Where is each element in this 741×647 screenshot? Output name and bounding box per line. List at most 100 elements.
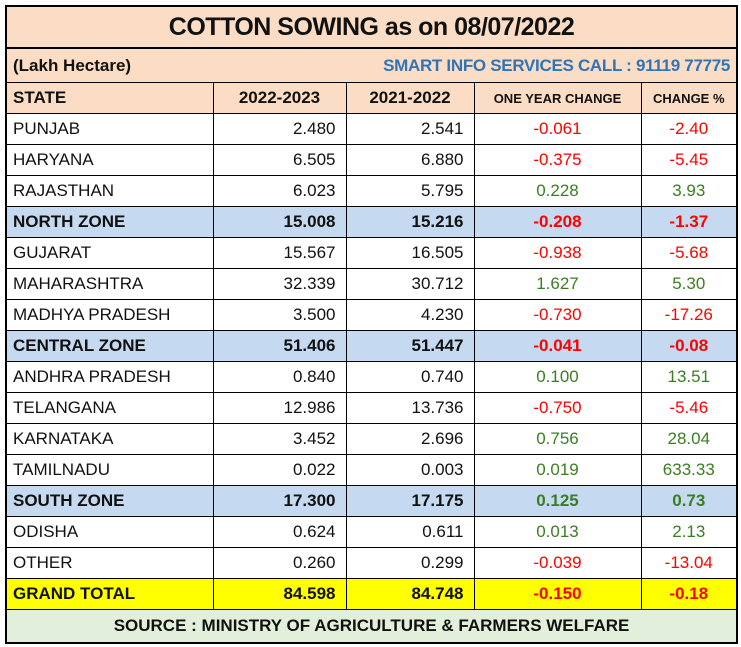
- change-pct-cell: -1.37: [640, 206, 738, 238]
- value-2021-cell: 0.740: [345, 361, 475, 393]
- state-cell: GRAND TOTAL: [5, 578, 214, 610]
- value-2021-cell: 2.541: [345, 113, 475, 145]
- total-row: GRAND TOTAL 84.598 84.748 -0.150 -0.18: [5, 578, 738, 610]
- change-pct-cell: 633.33: [640, 454, 738, 486]
- value-2022-cell: 3.452: [212, 423, 347, 455]
- change-pct-cell: 5.30: [640, 268, 738, 300]
- change-pct-cell: 2.13: [640, 516, 738, 548]
- source-note: SOURCE : MINISTRY OF AGRICULTURE & FARME…: [5, 609, 738, 644]
- change-pct-cell: -5.68: [640, 237, 738, 269]
- state-cell: HARYANA: [5, 144, 214, 176]
- unit-label: (Lakh Hectare): [5, 47, 346, 83]
- table-row: GUJARAT 15.567 16.505 -0.938 -5.68: [5, 237, 738, 269]
- change-cell: -0.375: [473, 144, 642, 176]
- value-2022-cell: 0.022: [212, 454, 347, 486]
- header-change-pct: CHANGE %: [640, 82, 738, 114]
- change-cell: -0.938: [473, 237, 642, 269]
- change-cell: -0.750: [473, 392, 642, 424]
- value-2021-cell: 13.736: [345, 392, 475, 424]
- state-cell: KARNATAKA: [5, 423, 214, 455]
- value-2021-cell: 84.748: [345, 578, 475, 610]
- change-cell: -0.041: [473, 330, 642, 362]
- change-pct-cell: 0.73: [640, 485, 738, 517]
- change-pct-cell: -2.40: [640, 113, 738, 145]
- value-2022-cell: 12.986: [212, 392, 347, 424]
- value-2021-cell: 6.880: [345, 144, 475, 176]
- change-cell: 0.100: [473, 361, 642, 393]
- change-pct-cell: -13.04: [640, 547, 738, 579]
- change-pct-cell: -0.08: [640, 330, 738, 362]
- change-cell: 0.756: [473, 423, 642, 455]
- state-cell: GUJARAT: [5, 237, 214, 269]
- table-row: MADHYA PRADESH 3.500 4.230 -0.730 -17.26: [5, 299, 738, 331]
- header-2021-2022: 2021-2022: [345, 82, 475, 114]
- table-row: MAHARASHTRA 32.339 30.712 1.627 5.30: [5, 268, 738, 300]
- value-2022-cell: 17.300: [212, 485, 347, 517]
- change-pct-cell: -5.45: [640, 144, 738, 176]
- change-cell: -0.061: [473, 113, 642, 145]
- value-2021-cell: 16.505: [345, 237, 475, 269]
- value-2022-cell: 3.500: [212, 299, 347, 331]
- state-cell: TAMILNADU: [5, 454, 214, 486]
- change-cell: -0.208: [473, 206, 642, 238]
- state-cell: MADHYA PRADESH: [5, 299, 214, 331]
- change-cell: -0.150: [473, 578, 642, 610]
- change-pct-cell: 13.51: [640, 361, 738, 393]
- value-2022-cell: 6.023: [212, 175, 347, 207]
- state-cell: ODISHA: [5, 516, 214, 548]
- header-row: STATE 2022-2023 2021-2022 ONE YEAR CHANG…: [5, 82, 738, 114]
- table-row: RAJASTHAN 6.023 5.795 0.228 3.93: [5, 175, 738, 207]
- state-cell: CENTRAL ZONE: [5, 330, 214, 362]
- value-2021-cell: 51.447: [345, 330, 475, 362]
- value-2021-cell: 15.216: [345, 206, 475, 238]
- state-cell: SOUTH ZONE: [5, 485, 214, 517]
- state-cell: RAJASTHAN: [5, 175, 214, 207]
- change-cell: 0.019: [473, 454, 642, 486]
- header-2022-2023: 2022-2023: [212, 82, 347, 114]
- value-2022-cell: 51.406: [212, 330, 347, 362]
- brand-contact: SMART INFO SERVICES CALL : 91119 77775: [346, 47, 738, 83]
- value-2022-cell: 6.505: [212, 144, 347, 176]
- value-2021-cell: 30.712: [345, 268, 475, 300]
- change-pct-cell: 3.93: [640, 175, 738, 207]
- change-cell: 1.627: [473, 268, 642, 300]
- state-cell: ANDHRA PRADESH: [5, 361, 214, 393]
- table-row: ANDHRA PRADESH 0.840 0.740 0.100 13.51: [5, 361, 738, 393]
- source-row: SOURCE : MINISTRY OF AGRICULTURE & FARME…: [5, 609, 738, 644]
- zone-row: CENTRAL ZONE 51.406 51.447 -0.041 -0.08: [5, 330, 738, 362]
- header-one-year-change: ONE YEAR CHANGE: [473, 82, 642, 114]
- zone-row: NORTH ZONE 15.008 15.216 -0.208 -1.37: [5, 206, 738, 238]
- value-2021-cell: 0.299: [345, 547, 475, 579]
- value-2022-cell: 15.008: [212, 206, 347, 238]
- state-cell: MAHARASHTRA: [5, 268, 214, 300]
- table-row: KARNATAKA 3.452 2.696 0.756 28.04: [5, 423, 738, 455]
- value-2022-cell: 0.840: [212, 361, 347, 393]
- change-cell: 0.228: [473, 175, 642, 207]
- value-2021-cell: 17.175: [345, 485, 475, 517]
- change-pct-cell: 28.04: [640, 423, 738, 455]
- value-2022-cell: 32.339: [212, 268, 347, 300]
- change-pct-cell: -5.46: [640, 392, 738, 424]
- value-2022-cell: 0.260: [212, 547, 347, 579]
- table-row: TAMILNADU 0.022 0.003 0.019 633.33: [5, 454, 738, 486]
- state-cell: OTHER: [5, 547, 214, 579]
- state-cell: NORTH ZONE: [5, 206, 214, 238]
- change-pct-cell: -0.18: [640, 578, 738, 610]
- table-row: OTHER 0.260 0.299 -0.039 -13.04: [5, 547, 738, 579]
- value-2021-cell: 5.795: [345, 175, 475, 207]
- change-cell: 0.125: [473, 485, 642, 517]
- table-row: TELANGANA 12.986 13.736 -0.750 -5.46: [5, 392, 738, 424]
- value-2021-cell: 0.003: [345, 454, 475, 486]
- cotton-sowing-table: COTTON SOWING as on 08/07/2022 (Lakh Hec…: [4, 5, 739, 644]
- value-2022-cell: 2.480: [212, 113, 347, 145]
- table-row: PUNJAB 2.480 2.541 -0.061 -2.40: [5, 113, 738, 145]
- change-cell: -0.730: [473, 299, 642, 331]
- value-2021-cell: 0.611: [345, 516, 475, 548]
- value-2021-cell: 4.230: [345, 299, 475, 331]
- value-2022-cell: 15.567: [212, 237, 347, 269]
- state-cell: TELANGANA: [5, 392, 214, 424]
- value-2022-cell: 84.598: [212, 578, 347, 610]
- table-row: ODISHA 0.624 0.611 0.013 2.13: [5, 516, 738, 548]
- table-title: COTTON SOWING as on 08/07/2022: [4, 5, 739, 49]
- table-row: HARYANA 6.505 6.880 -0.375 -5.45: [5, 144, 738, 176]
